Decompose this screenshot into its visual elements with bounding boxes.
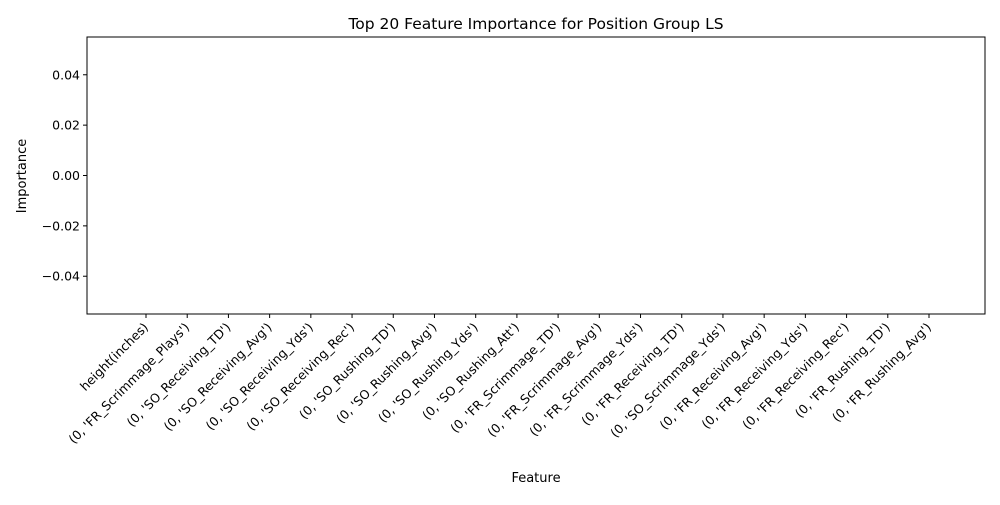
y-tick-label: −0.02	[42, 218, 80, 233]
y-tick-label: 0.02	[52, 118, 80, 133]
x-axis: height(inches)(0, 'FR_Scrimmage_Plays')(…	[65, 314, 934, 446]
y-tick-label: 0.04	[52, 67, 80, 82]
chart-title: Top 20 Feature Importance for Position G…	[347, 15, 723, 33]
y-tick-label: −0.04	[42, 269, 80, 284]
x-axis-label: Feature	[511, 471, 560, 486]
plot-frame	[86, 36, 986, 315]
y-axis-label: Importance	[15, 139, 30, 214]
y-axis: −0.04 −0.02 0.00 0.02 0.04	[42, 67, 87, 284]
y-tick-label: 0.00	[52, 168, 80, 183]
